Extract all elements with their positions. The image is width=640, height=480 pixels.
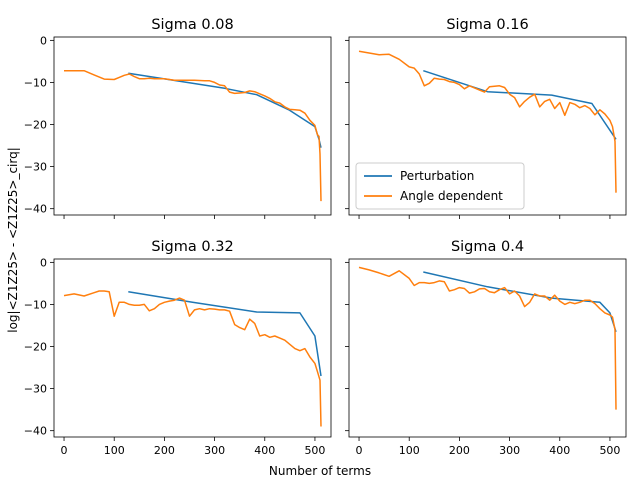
legend-entry: Angle dependent <box>400 189 503 203</box>
x-tick-label: 300 <box>204 444 225 457</box>
subplot-title: Sigma 0.4 <box>451 239 524 255</box>
subplot-2: Sigma 0.16 Perturbation Angle dependent <box>345 17 627 219</box>
series-line-angle-dependent <box>358 50 617 193</box>
axes-frame <box>348 258 627 438</box>
axes-frame <box>53 258 332 438</box>
x-tick-label: 200 <box>449 444 470 457</box>
x-tick-label: 300 <box>499 444 520 457</box>
subplot-grid: Sigma 0.08 0 −10 −20 −30 −40 Sigma 0.16 Perturb… <box>24 17 627 457</box>
series-line-angle-dependent <box>358 266 617 410</box>
subplot-title: Sigma 0.16 <box>446 17 528 33</box>
y-tick-label: 0 <box>40 256 47 269</box>
y-tick-label: −10 <box>24 76 47 89</box>
x-tick-label: 200 <box>154 444 175 457</box>
x-tick-label: 100 <box>104 444 125 457</box>
legend: Perturbation Angle dependent <box>355 162 525 210</box>
x-tick-label: 500 <box>599 444 620 457</box>
subplot-4: Sigma 0.4 0 100 200 300 400 500 <box>345 239 627 457</box>
y-tick-label: −40 <box>24 425 47 438</box>
x-tick-label: 0 <box>356 444 363 457</box>
axes-frame <box>348 36 627 216</box>
y-axis-label: log|<Z1Z25> - <Z1Z25>_cirq| <box>6 147 20 333</box>
subplot-title: Sigma 0.32 <box>151 239 233 255</box>
y-tick-label: −20 <box>24 341 47 354</box>
x-tick-label: 500 <box>304 444 325 457</box>
y-tick-label: 0 <box>40 34 47 47</box>
x-tick-label: 0 <box>61 444 68 457</box>
y-tick-label: −40 <box>24 203 47 216</box>
x-tick-label: 100 <box>399 444 420 457</box>
x-tick-label: 400 <box>549 444 570 457</box>
y-tick-label: −30 <box>24 161 47 174</box>
subplot-1: Sigma 0.08 0 −10 −20 −30 −40 <box>24 17 332 219</box>
y-tick-label: −10 <box>24 298 47 311</box>
y-tick-label: −30 <box>24 383 47 396</box>
series-line-angle-dependent <box>64 69 322 202</box>
axes-frame <box>53 36 332 216</box>
x-tick-label: 400 <box>254 444 275 457</box>
subplot-title: Sigma 0.08 <box>151 17 233 33</box>
series-line-perturbation <box>128 291 322 377</box>
legend-box <box>355 162 525 210</box>
subplot-3: Sigma 0.32 0 100 200 300 400 500 0 −10 −20 −30 −40 <box>24 239 332 457</box>
series-line-perturbation <box>423 69 617 140</box>
x-axis-label: Number of terms <box>269 464 371 478</box>
y-tick-label: −20 <box>24 119 47 132</box>
legend-entry: Perturbation <box>400 169 474 183</box>
series-line-angle-dependent <box>63 290 322 427</box>
